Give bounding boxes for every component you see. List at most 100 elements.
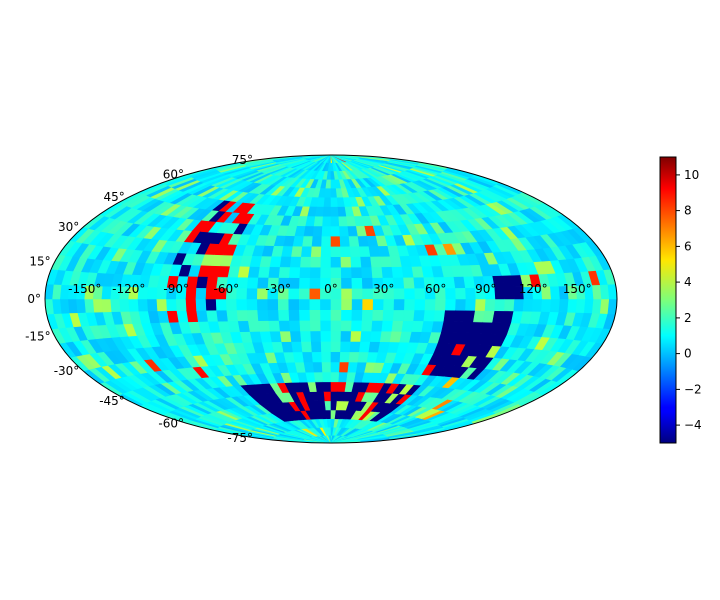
latitude-tick-label: 30° [58, 220, 79, 234]
heatmap-cell [247, 320, 261, 332]
heatmap-cell [278, 309, 290, 321]
heatmap-cell [166, 298, 178, 311]
heatmap-cell [330, 215, 340, 227]
heatmap-cell [292, 351, 305, 363]
heatmap-cell [348, 351, 360, 363]
heatmap-cell [558, 298, 570, 313]
heatmap-cell [348, 235, 360, 247]
heatmap-cell [567, 298, 578, 313]
heatmap-cell [246, 276, 259, 289]
heatmap-cell [475, 298, 487, 311]
heatmap-cell [277, 298, 290, 311]
heatmap-cell [361, 309, 374, 321]
heatmap-cell [350, 256, 362, 268]
heatmap-cell [549, 285, 561, 300]
heatmap-cell [320, 266, 332, 279]
heatmap-cell [370, 330, 383, 342]
heatmap-cell [299, 309, 311, 321]
heatmap-cell [330, 381, 340, 392]
heatmap-cell [443, 309, 456, 322]
heatmap-cell [321, 351, 332, 363]
heatmap-cell [302, 235, 314, 247]
heatmap-cell [393, 287, 406, 300]
latitude-tick-label: -45° [99, 394, 125, 408]
heatmap-cell [216, 309, 229, 322]
latitude-tick-label: 75° [232, 153, 253, 167]
heatmap-cell [340, 330, 352, 342]
heatmap-cell [359, 341, 371, 353]
heatmap-cell [381, 320, 394, 332]
heatmap-cell [128, 298, 140, 312]
heatmap-cell [413, 276, 426, 289]
heatmap-cell [195, 287, 207, 300]
heatmap-cell [185, 298, 197, 311]
heatmap-cell [312, 225, 323, 237]
heatmap-cell [101, 298, 113, 313]
heatmap-cell [330, 330, 342, 342]
heatmap-cell [311, 235, 323, 247]
heatmap-cell [413, 309, 426, 322]
heatmap-cell [445, 287, 457, 300]
heatmap-cell [313, 215, 324, 227]
heatmap-cell [258, 266, 271, 278]
heatmap-cell [360, 256, 373, 268]
heatmap-cell [315, 206, 325, 217]
heatmap-cell [484, 298, 496, 311]
heatmap-cell [247, 266, 261, 278]
heatmap-cell [322, 371, 332, 383]
heatmap-cell [205, 298, 217, 311]
heatmap-cell [298, 288, 311, 300]
heatmap-cell [279, 330, 292, 342]
colorbar-ticks: 10 8 6 4 2 0 −2 −4 [676, 168, 702, 432]
heatmap-cell [392, 309, 405, 321]
latitude-tick-label: -60° [158, 417, 184, 431]
heatmap-cell [323, 196, 332, 207]
heatmap-cell [312, 361, 323, 373]
heatmap-cell [309, 298, 321, 310]
heatmap-cell [383, 298, 395, 311]
heatmap-cell [330, 266, 342, 279]
heatmap-cell [320, 330, 332, 342]
heatmap-cell [310, 245, 322, 257]
heatmap-cell [300, 256, 312, 268]
heatmap-cell [340, 256, 352, 268]
heatmap-cell [315, 381, 325, 392]
heatmap-cell [292, 235, 305, 247]
heatmap-cell [339, 351, 351, 363]
heatmap-cell [310, 341, 322, 353]
heatmap-cell [299, 320, 311, 332]
heatmap-cell [291, 245, 303, 257]
heatmap-cell [147, 286, 158, 300]
heatmap-cell [391, 320, 404, 332]
heatmap-cell [322, 215, 332, 227]
heatmap-cell [309, 266, 322, 279]
heatmap-cell [305, 371, 316, 383]
heatmap-cell [351, 266, 363, 278]
heatmap-cell [320, 309, 332, 321]
heatmap-cell [393, 298, 406, 311]
heatmap-cell [504, 298, 515, 312]
map-outline [44, 154, 618, 444]
heatmap-cell [258, 320, 271, 332]
heatmap-cell [298, 298, 311, 310]
heatmap-cell [300, 330, 312, 342]
heatmap-cell [311, 351, 323, 363]
heatmap-cell [206, 309, 219, 322]
heatmap-cell [309, 319, 322, 332]
colorbar-tick-label: 8 [684, 204, 692, 218]
heatmap-cell [323, 391, 332, 402]
heatmap-cell [288, 309, 301, 321]
heatmap-cell [350, 330, 362, 342]
heatmap-cell [320, 341, 332, 353]
heatmap-cell [372, 298, 385, 311]
heatmap-cell [299, 266, 311, 278]
heatmap-cell [414, 298, 426, 311]
heatmap-cell [84, 298, 95, 313]
heatmap-cell [289, 330, 302, 342]
heatmap-cell [316, 196, 326, 207]
longitude-tick-label: -120° [112, 282, 145, 296]
heatmap-cell [361, 277, 374, 289]
heatmap-cell [309, 288, 321, 300]
heatmap-cell [330, 225, 341, 237]
heatmap-cell [362, 287, 374, 300]
